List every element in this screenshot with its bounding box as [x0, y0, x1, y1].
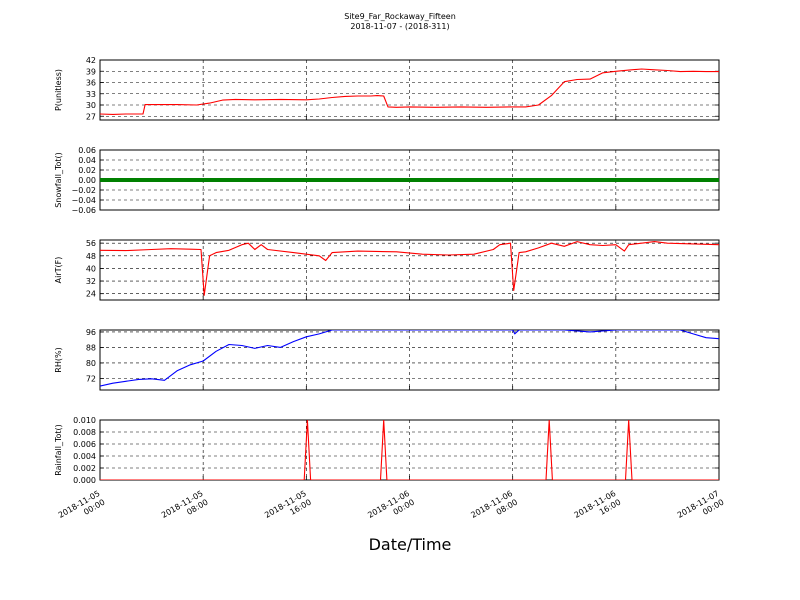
y-axis-label: Snowfall_Tot()	[54, 152, 63, 208]
y-tick-label: 48	[86, 252, 96, 261]
series-line	[100, 330, 719, 387]
chart-title: Site9_Far_Rockaway_Fifteen	[344, 12, 456, 21]
y-tick-label: 33	[86, 90, 96, 99]
y-tick-label: 56	[86, 239, 96, 248]
y-tick-label: 0.02	[78, 166, 96, 175]
y-tick-label: 0.006	[73, 440, 96, 449]
y-axis-label: Rainfall_Tot()	[54, 424, 63, 476]
y-tick-label: 30	[86, 101, 96, 110]
y-tick-label: 0.002	[73, 464, 96, 473]
y-tick-label: 39	[86, 67, 96, 76]
panel-5: 0.000 0.002 0.004 0.006 0.008 0.010 Rainfall_T…	[54, 416, 720, 485]
y-tick-label: 0.004	[73, 452, 96, 461]
y-tick-label: −0.04	[71, 196, 96, 205]
series-line	[100, 420, 719, 480]
series-line	[100, 68, 719, 115]
y-tick-label: 40	[86, 264, 96, 273]
y-tick-label: 96	[86, 328, 96, 337]
y-axis-label: RH(%)	[54, 347, 63, 372]
panels: 273033363942P(unitless)−0.06−0.04−0.020.…	[54, 56, 720, 485]
y-tick-label: 0.000	[73, 476, 96, 485]
y-axis-label: P(unitless)	[54, 69, 63, 111]
y-tick-label: 24	[86, 290, 96, 299]
y-tick-label: 36	[86, 79, 96, 88]
y-tick-label: 42	[86, 56, 96, 65]
y-tick-label: 0.04	[78, 156, 96, 165]
panel-3: 24 32 40 48 56 AirT(F)	[54, 239, 720, 301]
y-axis-label: AirT(F)	[54, 257, 63, 284]
y-tick-label: 0.00	[78, 176, 96, 185]
y-tick-label: −0.02	[71, 186, 96, 195]
chart-subtitle: 2018-11-07 - (2018-311)	[350, 22, 449, 31]
panel-4: 72 80 88 96 RH(%)	[54, 328, 720, 391]
panel-2: −0.06−0.04−0.020.000.020.040.06 Snowfall_…	[54, 146, 720, 215]
y-tick-label: 72	[86, 374, 96, 383]
y-tick-label: 0.010	[73, 416, 96, 425]
y-tick-label: 88	[86, 343, 96, 352]
panel-1: 27 30 33 36 39 42 P(unitless)	[54, 56, 720, 121]
y-tick-label: 27	[86, 112, 96, 121]
x-axis-label: Date/Time	[369, 535, 452, 554]
y-tick-label: 0.06	[78, 146, 96, 155]
y-tick-label: 0.008	[73, 428, 96, 437]
y-tick-label: −0.06	[71, 206, 96, 215]
y-tick-label: 80	[86, 359, 96, 368]
y-tick-label: 32	[86, 277, 96, 286]
series-line	[100, 241, 719, 296]
